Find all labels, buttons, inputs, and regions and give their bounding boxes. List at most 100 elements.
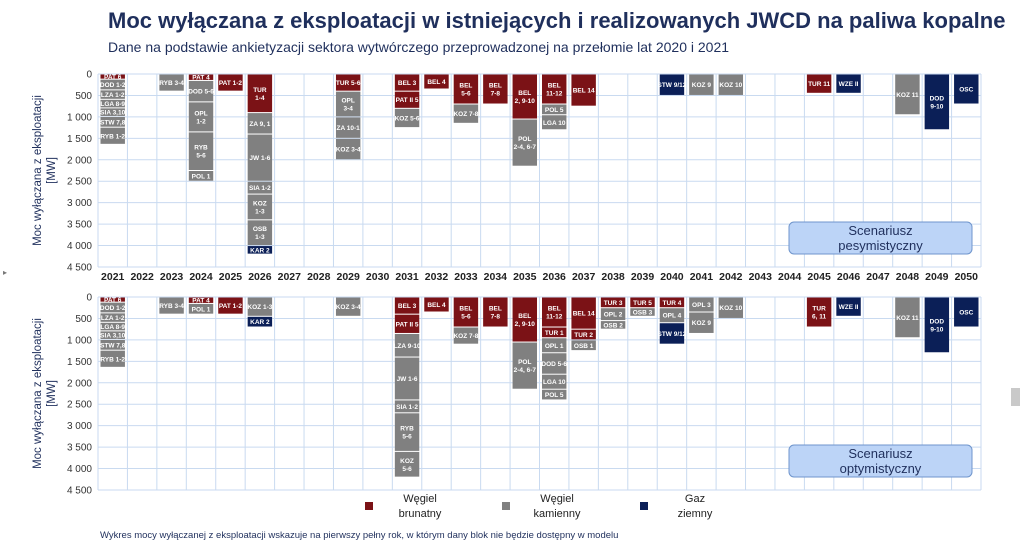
- x-tick-label: 2035: [513, 271, 537, 283]
- bar-block: [689, 312, 714, 333]
- bar-label: SIA 1-2: [249, 185, 271, 192]
- scenario-box: [788, 221, 973, 255]
- bar-label: POL 5: [545, 392, 564, 399]
- bar-label: BEL 11-12: [546, 83, 563, 98]
- bar-label-line: KOZ 11: [896, 92, 919, 99]
- bar-block: [895, 74, 920, 115]
- bar-label-line: OPL 1: [545, 343, 564, 350]
- bar-label-line: OPL 2: [604, 312, 623, 319]
- bar-block: [424, 297, 449, 312]
- bar-label-line: JW 1-6: [397, 376, 418, 383]
- x-tick-label: 2030: [366, 271, 390, 283]
- bar-block: [335, 138, 361, 160]
- legend-label: Węgiel: [540, 493, 574, 505]
- bar-label-line: BEL: [459, 83, 472, 90]
- bar-block: [542, 353, 567, 374]
- bar-label-line: TUR: [812, 306, 826, 313]
- x-tick-label: 2033: [454, 271, 478, 283]
- bar-label: LGA 8-9: [100, 101, 125, 108]
- y-axis-label-unit: [MW]: [46, 380, 58, 407]
- bar-label: DOD 9-10: [930, 95, 945, 110]
- bar-label-line: LZA 9-10: [393, 343, 421, 350]
- bar-label: BEL 4: [427, 79, 446, 86]
- scrollbar-thumb[interactable]: [1011, 388, 1020, 406]
- bar-label-line: SIA 1-2: [249, 185, 271, 192]
- bar-label: TUR 2: [574, 332, 593, 339]
- bar-label-line: POL 1: [192, 306, 211, 313]
- bar-block: [100, 297, 125, 302]
- bar-block: [659, 308, 685, 323]
- bar-label-line: BEL: [459, 306, 472, 313]
- bar-block: [100, 350, 125, 367]
- bar-label-line: KAR 2: [250, 247, 270, 254]
- bar-label: KOZ 1-3: [247, 304, 272, 311]
- bar-block: [100, 116, 125, 127]
- y-tick-label: 2 500: [67, 400, 92, 411]
- legend-swatch: [640, 502, 648, 510]
- bar-label-line: 2, 9-10: [515, 321, 536, 328]
- x-tick-label: 2045: [807, 271, 831, 283]
- bar-label-line: 11-12: [546, 91, 563, 98]
- bar-label-line: SIA 1-2: [396, 404, 418, 411]
- bar-label: BEL 14: [573, 88, 595, 95]
- y-tick-label: 4 000: [67, 241, 92, 252]
- bar-block: [247, 134, 273, 181]
- bar-label: KOZ 7-8: [453, 333, 478, 340]
- bar-label: WZE II: [839, 304, 859, 311]
- bar-label-line: KOZ 3-4: [336, 304, 361, 311]
- bar-label: KOZ 1-3: [253, 200, 267, 215]
- x-tick-label: 2038: [601, 271, 625, 283]
- x-tick-label: 2037: [572, 271, 596, 283]
- bar-label-line: OSB: [253, 226, 267, 233]
- bar-label: OSC: [959, 87, 973, 94]
- x-tick-label: 2027: [278, 271, 302, 283]
- bar-label-line: TUR 4: [663, 300, 682, 307]
- bar-label-line: BEL 14: [573, 311, 595, 318]
- x-tick-label: 2047: [866, 271, 890, 283]
- bar-block: [100, 79, 125, 90]
- x-tick-label: 2031: [395, 271, 419, 283]
- x-tick-label: 2021: [101, 271, 125, 283]
- bar-block: [247, 246, 273, 254]
- bar-block: [453, 104, 479, 123]
- y-tick-label: 1 000: [67, 112, 92, 123]
- bar-label-line: ZA 9, 1: [249, 121, 270, 128]
- y-tick-label: 3 000: [67, 198, 92, 209]
- bar-label-line: BEL 4: [427, 302, 446, 309]
- bar-label: TUR 1-4: [253, 87, 267, 102]
- bar-label-line: BEL 3: [398, 80, 417, 87]
- bar-block: [718, 297, 744, 318]
- bar-block: [630, 308, 655, 316]
- bar-label: PAT 1-2: [219, 80, 243, 87]
- bar-label-line: TUR: [253, 87, 267, 94]
- bar-label: STW 7,8: [100, 119, 126, 126]
- collapse-arrow-icon[interactable]: ▸: [3, 268, 8, 277]
- bar-label: OPL 4: [663, 313, 682, 320]
- bar-label: OSB 1-3: [253, 226, 267, 241]
- bar-label: BEL 14: [573, 311, 595, 318]
- bar-label: STW 7,8: [100, 342, 126, 349]
- bar-block: [453, 327, 479, 344]
- bar-label-line: DOD 1-2: [100, 82, 126, 89]
- y-axis-label: Moc wyłączana z eksploatacji: [32, 95, 44, 246]
- bar-label-line: OSB 2: [603, 322, 623, 329]
- bar-label: DOD 5-6: [188, 89, 214, 96]
- bar-block: [335, 74, 361, 91]
- bar-label-line: POL: [518, 359, 531, 366]
- bar-label: PAT 6: [104, 297, 122, 304]
- bar-label: PAT 6: [104, 74, 122, 81]
- y-tick-label: 1 500: [67, 357, 92, 368]
- x-tick-label: 2042: [719, 271, 743, 283]
- bar-label: SIA 3,10: [100, 110, 125, 117]
- footnote: Wykres mocy wyłączanej z eksploatacji ws…: [100, 530, 619, 541]
- bar-label: RYB 5-6: [194, 145, 208, 160]
- bar-label-line: BEL: [489, 306, 502, 313]
- bar-block: [806, 74, 832, 93]
- x-tick-label: 2029: [337, 271, 361, 283]
- bar-block: [247, 316, 273, 327]
- bar-block: [394, 451, 420, 477]
- bar-label: KOZ 9: [692, 320, 712, 327]
- y-tick-label: 4 500: [67, 486, 92, 497]
- bar-label: POL 2-4, 6-7: [514, 359, 537, 374]
- bar-label-line: 9-10: [930, 103, 943, 110]
